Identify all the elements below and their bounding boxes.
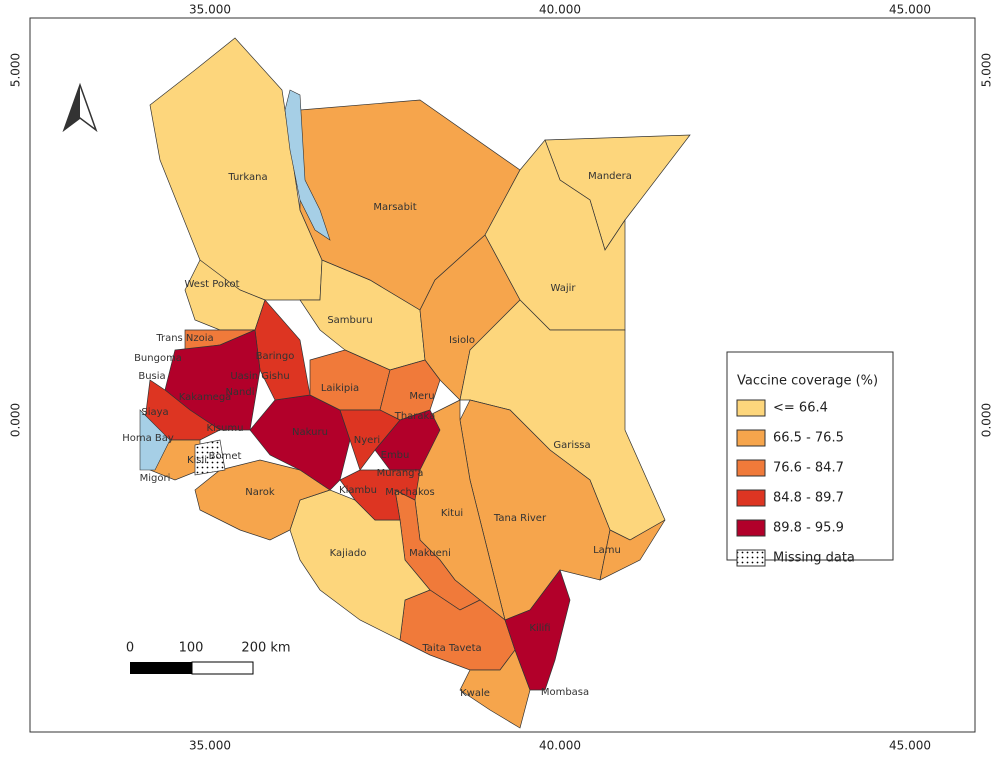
county-label: Kilifi [529,623,550,634]
x-tick-label: 45.000 [889,739,931,753]
legend-label: <= 66.4 [773,401,828,416]
county-label: Uasin Gishu [230,371,289,382]
county-label: Mombasa [541,687,589,698]
county-label: Siaya [141,407,168,418]
county-label: Machakos [385,487,434,498]
county-label: Lamu [593,545,621,556]
county-label: Garissa [553,440,590,451]
county-label: Nandi [225,387,254,398]
county-label: Narok [245,487,275,498]
county-label: Kwale [460,688,490,699]
county-label: Wajir [550,283,576,294]
north-arrow-shade [64,85,80,130]
county-area [459,649,531,729]
x-tick-label: 40.000 [539,739,581,753]
legend-swatch [736,459,766,477]
missing-data-area [194,439,226,476]
county-label: Kajiado [330,548,367,559]
county-label: Baringo [256,351,295,362]
county-label: Kitui [441,508,463,519]
y-tick-label: 0.000 [980,403,994,437]
legend-label: Missing data [773,551,855,566]
county-label: Embu [381,450,410,461]
county-label: Taita Taveta [421,643,481,654]
lake-turkana [284,89,331,241]
legend-swatch [736,549,766,567]
county-area [599,519,666,581]
scale-bar-black [130,662,192,674]
county-label: Murang'a [377,468,424,479]
legend-label: 84.8 - 89.7 [773,491,844,506]
county-label: Kisii [187,455,207,466]
county-label: Isiolo [449,335,475,346]
county-label: Kiambu [339,485,377,496]
county-label: Mandera [588,171,632,182]
x-tick-label: 35.000 [189,739,231,753]
county-label: Turkana [227,172,267,183]
legend-title: Vaccine coverage (%) [737,374,878,389]
county-label: Nakuru [292,427,328,438]
county-label: Kisumu [207,423,244,434]
legend-label: 76.6 - 84.7 [773,461,844,476]
lake-victoria [139,409,171,471]
scale-label: 200 km [241,641,290,656]
county-area [339,409,401,471]
county-label: Trans Nzoia [155,333,213,344]
legend-box [726,351,894,561]
counties [62,37,691,729]
county-label: Nyeri [354,435,380,446]
county-label: Makueni [409,548,451,559]
scale-label: 0 [126,641,134,656]
x-tick-label: 35.000 [189,3,231,17]
county-label: Tana River [493,513,547,524]
county-area [194,459,331,541]
county-label: Laikipia [321,383,359,394]
y-tick-label: 0.000 [9,403,23,437]
legend-swatch [736,429,766,447]
y-tick-label: 5.000 [9,53,23,87]
x-tick-label: 45.000 [889,3,931,17]
county-label: Bomet [209,451,242,462]
county-area [504,569,571,691]
county-label: Migori [140,473,171,484]
county-label: Samburu [327,315,372,326]
county-label: Busia [138,371,165,382]
legend-label: 89.8 - 95.9 [773,521,844,536]
county-label: West Pokot [184,279,239,290]
county-label: Bungoma [134,353,182,364]
scale-bar-white [191,661,254,675]
legend-swatch [736,519,766,537]
legend-label: 66.5 - 76.5 [773,431,844,446]
scale-label: 100 [179,641,204,656]
county-area [339,469,421,521]
legend-swatch [736,399,766,417]
county-label: Kakamega [179,392,232,403]
county-label: Tharaka [394,411,436,422]
county-label: Marsabit [373,202,416,213]
y-tick-label: 5.000 [980,53,994,87]
county-label: Meru [409,391,434,402]
x-tick-label: 40.000 [539,3,581,17]
county-labels: Turkana Marsabit Mandera Wajir West Pokot Sam… [122,171,632,699]
county-label: Homa Bay [122,433,174,444]
legend-swatch [736,489,766,507]
